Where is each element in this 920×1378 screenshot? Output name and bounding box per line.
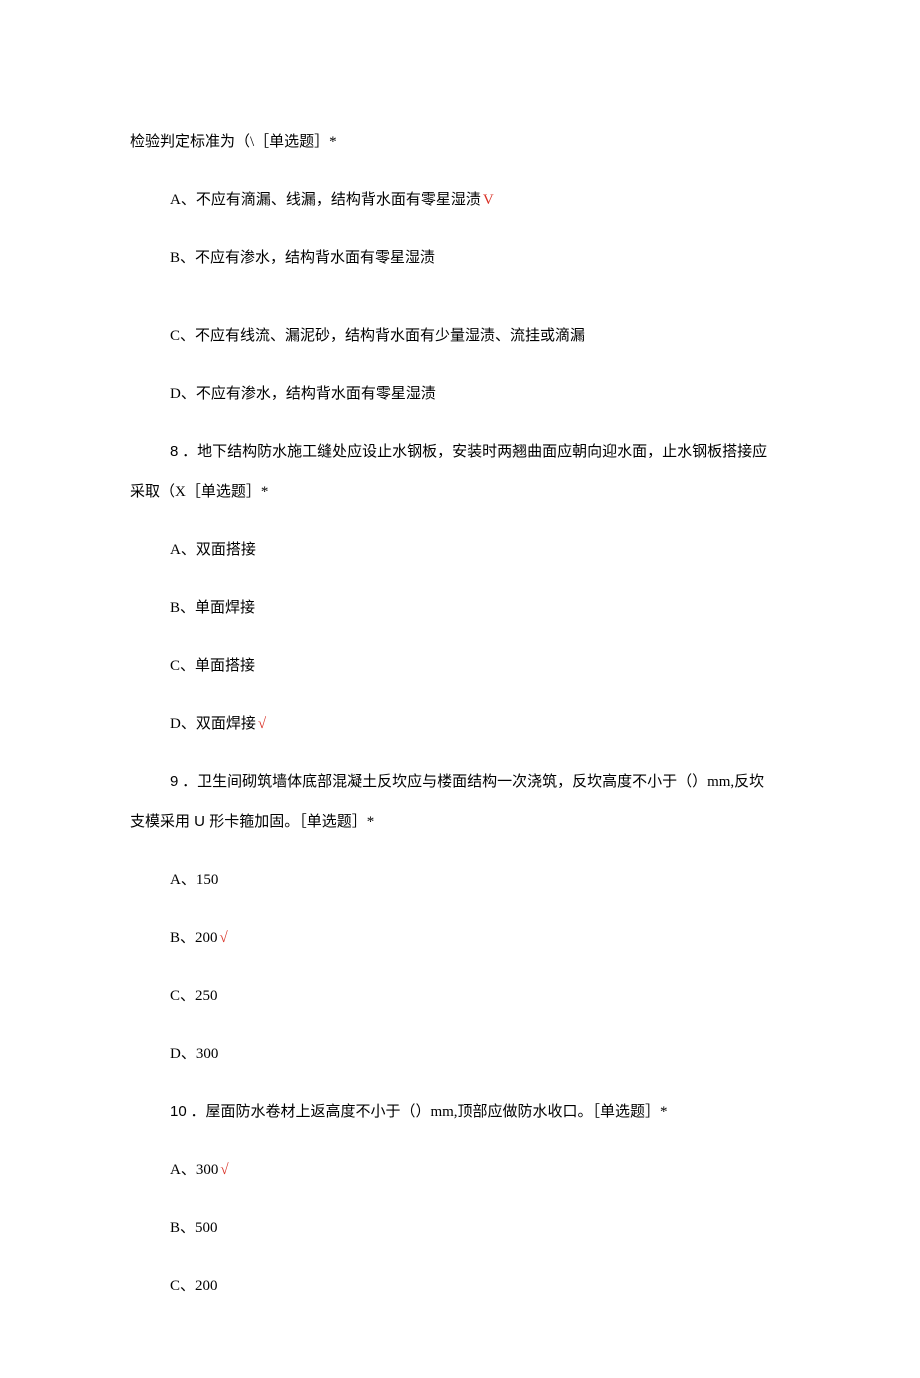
q8-option-c: C、单面搭接 [130,654,790,678]
q10-option-a: A、300√ [130,1158,790,1182]
document-page: 检验判定标准为（\［单选题］* A、不应有滴漏、线漏，结构背水面有零星湿渍V B… [0,0,920,1378]
q9-stem-line1: 9 ．卫生间砌筑墙体底部混凝土反坎应与楼面结构一次浇筑，反坎高度不小于（）mm,… [130,770,790,794]
q7-option-a-mark: V [483,192,494,208]
q9-stem-line2: 支模采用 U 形卡箍加固。［单选题］* [130,810,790,834]
q9-option-c: C、250 [130,984,790,1008]
q8-line1-text: ．地下结构防水施工缝处应设止水钢板，安装时两翘曲面应朝向迎水面，止水钢板搭接应 [178,444,767,460]
q7-option-b: B、不应有渗水，结构背水面有零星湿渍 [130,246,790,270]
q9-option-b-text: B、200 [170,930,218,946]
q8-option-b: B、单面焊接 [130,596,790,620]
q10-option-c: C、200 [130,1274,790,1298]
q9-line2-latin: U [190,813,209,830]
q9-option-a: A、150 [130,868,790,892]
q9-line2-pre: 支模采用 [130,814,190,830]
q7-option-a: A、不应有滴漏、线漏，结构背水面有零星湿渍V [130,188,790,212]
q7-option-c: C、不应有线流、漏泥砂，结构背水面有少量湿渍、流挂或滴漏 [130,324,790,348]
q7-option-d: D、不应有渗水，结构背水面有零星湿渍 [130,382,790,406]
q9-option-d: D、300 [130,1042,790,1066]
q9-line2-post: 形卡箍加固。［单选题］* [209,814,374,830]
q9-line1-text: ．卫生间砌筑墙体底部混凝土反坎应与楼面结构一次浇筑，反坎高度不小于（）mm,反坎 [178,774,764,790]
q10-option-a-mark: √ [220,1162,228,1178]
q10-stem: 10 ．屋面防水卷材上返高度不小于（）mm,顶部应做防水收口。［单选题］* [130,1100,790,1124]
q8-option-d: D、双面焊接√ [130,712,790,736]
q8-option-a: A、双面搭接 [130,538,790,562]
q10-text: ．屋面防水卷材上返高度不小于（）mm,顶部应做防水收口。［单选题］* [187,1104,668,1120]
q8-stem-line1: 8 ．地下结构防水施工缝处应设止水钢板，安装时两翘曲面应朝向迎水面，止水钢板搭接… [130,440,790,464]
q8-option-d-text: D、双面焊接 [170,716,256,732]
q8-stem-line2: 采取（X［单选题］* [130,480,790,504]
q9-option-b: B、200√ [130,926,790,950]
q10-option-a-text: A、300 [170,1162,218,1178]
q9-option-b-mark: √ [220,930,228,946]
q10-number: 10 [170,1103,187,1120]
q7-stem-tail: 检验判定标准为（\［单选题］* [130,130,790,154]
q7-option-a-text: A、不应有滴漏、线漏，结构背水面有零星湿渍 [170,192,481,208]
q10-option-b: B、500 [130,1216,790,1240]
q8-option-d-mark: √ [258,716,266,732]
